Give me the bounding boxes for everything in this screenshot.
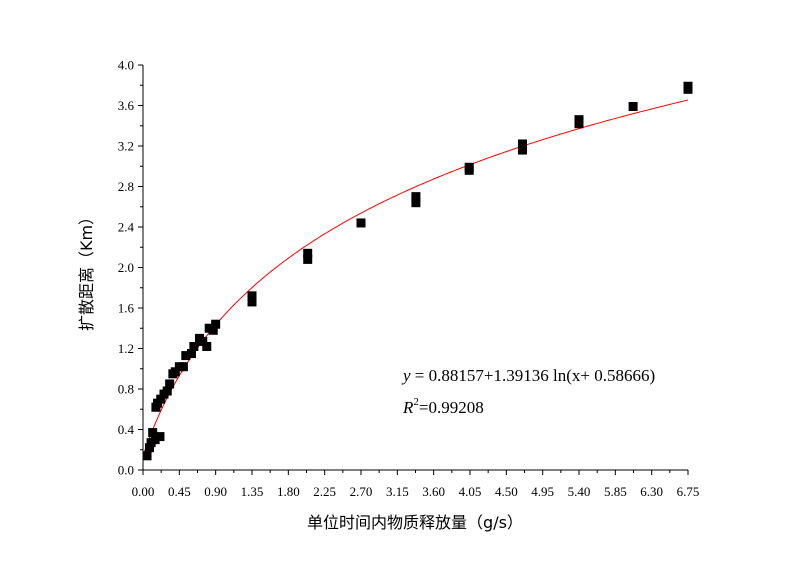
data-point (247, 291, 257, 301)
x-ticks: 0.00 0.45 0.90 1.35 1.80 2.25 2.70 3.15 3.60 4.05… (132, 470, 700, 499)
y-tick-label: 4.0 (118, 58, 134, 73)
data-point (186, 349, 196, 359)
data-point (165, 379, 175, 389)
data-points (142, 81, 693, 461)
x-tick-label: 4.05 (459, 484, 482, 499)
y-tick-label: 3.6 (118, 98, 135, 113)
y-tick-label: 3.2 (118, 139, 134, 154)
x-tick-label: 6.75 (677, 484, 700, 499)
y-tick-label: 2.0 (118, 260, 134, 275)
x-tick-label: 4.50 (495, 484, 518, 499)
x-tick-label: 5.40 (568, 484, 591, 499)
x-tick-label: 0.90 (204, 484, 227, 499)
data-point (208, 325, 218, 335)
data-point (198, 336, 208, 346)
x-tick-label: 0.00 (132, 484, 155, 499)
fit-curve (142, 99, 689, 457)
y-axis-title: 扩散距离（Km） (77, 209, 96, 331)
y-tick-label: 2.8 (118, 179, 134, 194)
data-point (517, 139, 527, 149)
x-tick-label: 6.30 (640, 484, 663, 499)
data-point (156, 394, 166, 404)
data-point (170, 367, 180, 377)
data-point (411, 192, 421, 202)
data-point (202, 341, 212, 351)
x-tick-label: 1.80 (277, 484, 300, 499)
y-tick-label: 1.2 (118, 341, 134, 356)
y-tick-label: 1.6 (118, 301, 135, 316)
data-point (683, 81, 693, 91)
x-tick-label: 0.45 (168, 484, 191, 499)
data-point (303, 254, 313, 264)
data-point (162, 386, 172, 396)
x-tick-label: 2.25 (313, 484, 336, 499)
x-tick-label: 2.70 (350, 484, 373, 499)
data-point (574, 115, 584, 125)
data-point (148, 428, 158, 438)
data-point (628, 102, 638, 112)
data-point (142, 451, 152, 461)
x-tick-label: 1.35 (241, 484, 264, 499)
data-point (356, 218, 366, 228)
x-tick-label: 3.60 (422, 484, 445, 499)
x-tick-label: 3.15 (386, 484, 409, 499)
data-point (247, 297, 257, 307)
r-squared: R2=0.99208 (402, 396, 484, 417)
data-point (181, 351, 191, 361)
data-point (303, 248, 313, 258)
data-point (411, 198, 421, 208)
plot-frame (142, 65, 688, 471)
data-point (211, 319, 221, 329)
data-point (155, 432, 165, 442)
data-point (178, 362, 188, 372)
data-point (144, 443, 154, 453)
data-point (464, 162, 474, 172)
fit-equation: y = 0.88157+1.39136 ln(x+ 0.58666) (401, 366, 655, 385)
data-point (517, 145, 527, 155)
x-tick-label: 4.95 (531, 484, 554, 499)
y-tick-label: 0.8 (118, 382, 134, 397)
y-tick-label: 2.4 (118, 220, 135, 235)
y-tick-label: 0.4 (118, 422, 135, 437)
data-point (150, 435, 160, 445)
y-ticks: 0.0 0.4 0.8 1.2 1.6 2.0 2.4 2.8 3.2 3.6 4.0 (118, 58, 143, 478)
x-axis-title: 单位时间内物质释放量（g/s） (307, 513, 523, 532)
y-tick-label: 0.0 (118, 463, 134, 478)
data-point (189, 341, 199, 351)
x-tick-label: 5.85 (604, 484, 627, 499)
